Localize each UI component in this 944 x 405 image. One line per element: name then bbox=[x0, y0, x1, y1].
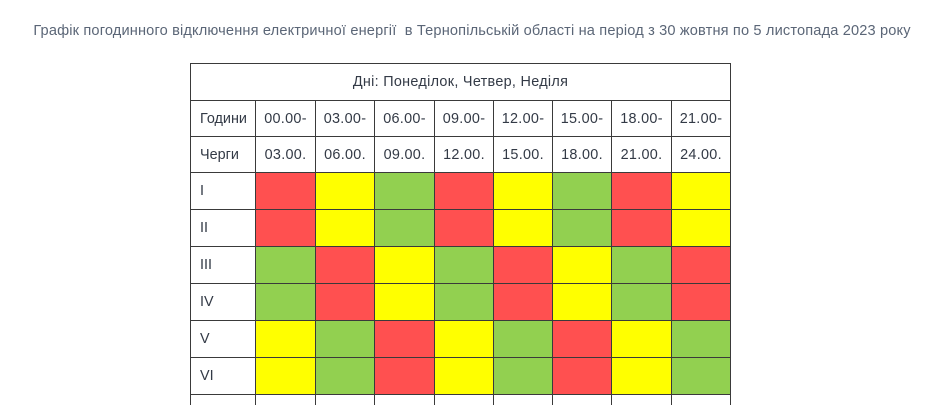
slot-red bbox=[255, 172, 316, 210]
slot-red bbox=[315, 283, 375, 321]
queue-row: VI bbox=[190, 357, 731, 395]
page-title: Графік погодинного відключення електричн… bbox=[33, 23, 911, 39]
slot-yellow bbox=[374, 283, 435, 321]
outage-schedule-table: Дні: Понеділок, Четвер, Неділя Години 00… bbox=[190, 63, 731, 405]
time-end: 18.00. bbox=[552, 136, 612, 173]
slot-green bbox=[315, 320, 375, 358]
time-end: 12.00. bbox=[434, 136, 494, 173]
slot-green bbox=[552, 172, 612, 210]
slot-yellow bbox=[671, 172, 731, 210]
slot-green bbox=[434, 246, 494, 284]
slot-red bbox=[671, 246, 731, 284]
table-continuation bbox=[190, 394, 731, 405]
slot-green bbox=[493, 320, 553, 358]
time-end: 24.00. bbox=[671, 136, 731, 173]
time-end: 09.00. bbox=[374, 136, 435, 173]
time-start: 00.00- bbox=[255, 100, 316, 137]
time-start: 12.00- bbox=[493, 100, 553, 137]
slot-green bbox=[671, 357, 731, 395]
queues-label: Черги bbox=[190, 136, 256, 173]
time-start: 18.00- bbox=[611, 100, 672, 137]
slot-green bbox=[255, 246, 316, 284]
time-end: 06.00. bbox=[315, 136, 375, 173]
slot-yellow bbox=[671, 209, 731, 247]
slot-green bbox=[374, 209, 435, 247]
slot-yellow bbox=[315, 209, 375, 247]
time-end: 03.00. bbox=[255, 136, 316, 173]
queue-label: III bbox=[190, 246, 256, 284]
slot-green bbox=[671, 320, 731, 358]
queue-label: I bbox=[190, 172, 256, 210]
time-start: 15.00- bbox=[552, 100, 612, 137]
time-end: 15.00. bbox=[493, 136, 553, 173]
slot-red bbox=[315, 246, 375, 284]
slot-red bbox=[671, 283, 731, 321]
queue-row: III bbox=[190, 246, 731, 284]
slot-yellow bbox=[552, 283, 612, 321]
queue-label: VI bbox=[190, 357, 256, 395]
slot-yellow bbox=[255, 357, 316, 395]
slot-yellow bbox=[434, 357, 494, 395]
hours-label: Години bbox=[190, 100, 256, 137]
slot-red bbox=[493, 246, 553, 284]
slot-red bbox=[374, 320, 435, 358]
slot-yellow bbox=[374, 246, 435, 284]
time-end: 21.00. bbox=[611, 136, 672, 173]
slot-green bbox=[611, 283, 672, 321]
slot-yellow bbox=[611, 320, 672, 358]
hours-row: Години 00.00- 03.00- 06.00- 09.00- 12.00… bbox=[190, 100, 731, 137]
queue-label: IV bbox=[190, 283, 256, 321]
queue-row: II bbox=[190, 209, 731, 247]
slot-red bbox=[374, 357, 435, 395]
time-start: 21.00- bbox=[671, 100, 731, 137]
slot-red bbox=[434, 172, 494, 210]
slot-green bbox=[374, 172, 435, 210]
slot-yellow bbox=[315, 172, 375, 210]
slot-red bbox=[611, 172, 672, 210]
slot-yellow bbox=[493, 172, 553, 210]
slot-yellow bbox=[493, 209, 553, 247]
slot-green bbox=[434, 283, 494, 321]
queue-label: V bbox=[190, 320, 256, 358]
slot-red bbox=[434, 209, 494, 247]
time-start: 09.00- bbox=[434, 100, 494, 137]
time-start: 06.00- bbox=[374, 100, 435, 137]
queue-row: I bbox=[190, 172, 731, 210]
queues-row: Черги 03.00. 06.00. 09.00. 12.00. 15.00.… bbox=[190, 136, 731, 173]
slot-yellow bbox=[434, 320, 494, 358]
slot-green bbox=[552, 209, 612, 247]
queue-row: IV bbox=[190, 283, 731, 321]
days-header: Дні: Понеділок, Четвер, Неділя bbox=[190, 63, 731, 101]
slot-red bbox=[493, 283, 553, 321]
slot-red bbox=[611, 209, 672, 247]
slot-yellow bbox=[552, 246, 612, 284]
slot-green bbox=[315, 357, 375, 395]
slot-yellow bbox=[611, 357, 672, 395]
time-start: 03.00- bbox=[315, 100, 375, 137]
slot-red bbox=[255, 209, 316, 247]
slot-green bbox=[611, 246, 672, 284]
slot-green bbox=[255, 283, 316, 321]
slot-green bbox=[493, 357, 553, 395]
queue-label: II bbox=[190, 209, 256, 247]
slot-yellow bbox=[255, 320, 316, 358]
slot-red bbox=[552, 320, 612, 358]
slot-red bbox=[552, 357, 612, 395]
queue-row: V bbox=[190, 320, 731, 358]
